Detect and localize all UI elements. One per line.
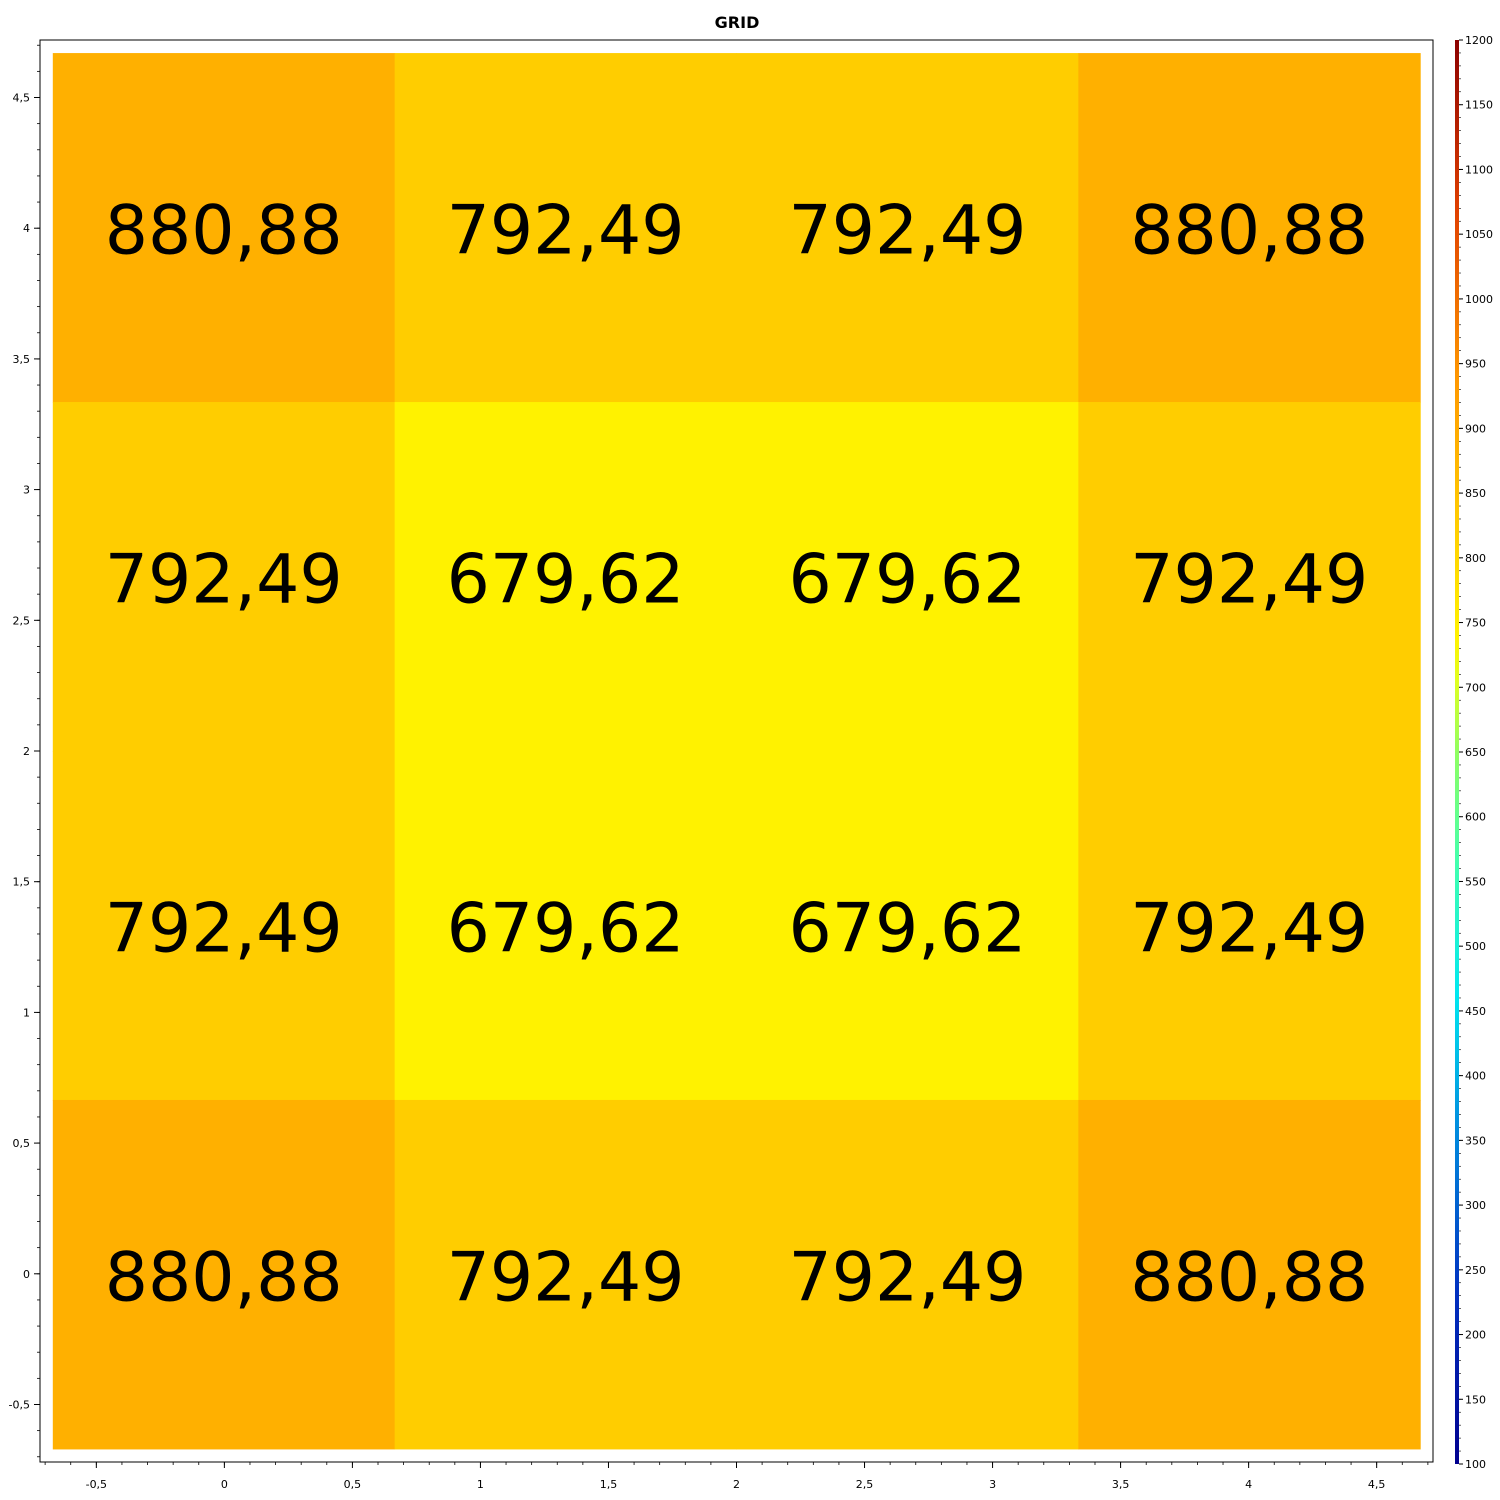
cell-value-label: 792,49 bbox=[1130, 541, 1368, 620]
cell-value-label: 679,62 bbox=[788, 541, 1026, 620]
colorbar-tick-label: 1050 bbox=[1465, 228, 1493, 241]
x-tick-label: 3 bbox=[989, 1478, 996, 1491]
cell-value-label: 679,62 bbox=[788, 889, 1026, 968]
heatmap-cell bbox=[736, 1099, 1079, 1450]
heatmap-cell bbox=[394, 53, 737, 403]
cell-labels: 880,88 792,49 792,49 880,88 792,49 679,62 679,… bbox=[105, 192, 1368, 1318]
colorbar-tick-label: 550 bbox=[1465, 875, 1486, 888]
x-tick-label: 2 bbox=[733, 1478, 740, 1491]
colorbar-tick-label: 250 bbox=[1465, 1264, 1486, 1277]
x-tick-label: 4 bbox=[1245, 1478, 1252, 1491]
colorbar-tick-label: 700 bbox=[1465, 681, 1486, 694]
heatmap-cell bbox=[736, 402, 1079, 752]
x-tick-label: 1 bbox=[477, 1478, 484, 1491]
cell-value-label: 880,88 bbox=[1130, 1238, 1368, 1317]
heatmap-cell bbox=[1078, 402, 1421, 752]
cell-value-label: 679,62 bbox=[447, 541, 685, 620]
x-tick-label: 0 bbox=[221, 1478, 228, 1491]
colorbar-tick-label: 750 bbox=[1465, 617, 1486, 630]
x-axis: -0,5 0 0,5 1 1,5 2 2,5 3 3,5 4 4,5 bbox=[44, 1462, 1429, 1491]
colorbar-tick-label: 600 bbox=[1465, 811, 1486, 824]
colorbar-tick-label: 1100 bbox=[1465, 163, 1493, 176]
colorbar-tick-label: 450 bbox=[1465, 1005, 1486, 1018]
cell-value-label: 792,49 bbox=[788, 1238, 1026, 1317]
heatmap-cell bbox=[394, 1099, 737, 1450]
heatmap-cell bbox=[1078, 751, 1421, 1101]
heatmap-cell bbox=[394, 751, 737, 1101]
heatmap-cell bbox=[1078, 53, 1421, 403]
cell-value-label: 792,49 bbox=[105, 889, 343, 968]
y-tick-label: 4,5 bbox=[13, 92, 31, 105]
heatmap-cells bbox=[52, 53, 1421, 1450]
x-tick-label: 0,5 bbox=[344, 1478, 362, 1491]
colorbar-tick-label: 650 bbox=[1465, 746, 1486, 759]
colorbar-ticks: 100 150 200 250 300 350 400 450 500 550 600 650 700 7… bbox=[1459, 34, 1493, 1471]
colorbar-tick-label: 500 bbox=[1465, 940, 1486, 953]
y-tick-label: 1 bbox=[23, 1006, 30, 1019]
heatmap-cell bbox=[52, 1099, 396, 1450]
x-tick-label: 3,5 bbox=[1112, 1478, 1130, 1491]
cell-value-label: 792,49 bbox=[788, 192, 1026, 271]
y-tick-label: 2,5 bbox=[13, 614, 31, 627]
colorbar-tick-label: 200 bbox=[1465, 1329, 1486, 1342]
y-tick-label: 2 bbox=[23, 745, 30, 758]
colorbar-tick-label: 1150 bbox=[1465, 99, 1493, 112]
cell-value-label: 880,88 bbox=[105, 1238, 343, 1317]
y-tick-label: 3 bbox=[23, 484, 30, 497]
y-tick-label: -0,5 bbox=[9, 1398, 30, 1411]
heatmap-cell bbox=[736, 751, 1079, 1101]
cell-value-label: 679,62 bbox=[447, 889, 685, 968]
colorbar-tick-label: 100 bbox=[1465, 1458, 1486, 1471]
y-tick-label: 3,5 bbox=[13, 353, 31, 366]
heatmap-cell bbox=[736, 53, 1079, 403]
y-tick-label: 1,5 bbox=[13, 876, 31, 889]
heatmap-cell bbox=[1078, 1099, 1421, 1450]
cell-value-label: 880,88 bbox=[105, 192, 343, 271]
x-tick-label: 4,5 bbox=[1368, 1478, 1386, 1491]
cell-value-label: 880,88 bbox=[1130, 192, 1368, 271]
y-tick-label: 0 bbox=[23, 1268, 30, 1281]
colorbar-tick-label: 350 bbox=[1465, 1134, 1486, 1147]
colorbar-tick-label: 1200 bbox=[1465, 34, 1493, 47]
heatmap-cell bbox=[52, 402, 396, 752]
x-tick-label: -0,5 bbox=[86, 1478, 107, 1491]
heatmap-cell bbox=[394, 402, 737, 752]
y-axis: -0,5 0 0,5 1 1,5 2 2,5 3 3,5 4 4,5 bbox=[9, 44, 40, 1458]
colorbar-tick-label: 950 bbox=[1465, 358, 1486, 371]
cell-value-label: 792,49 bbox=[1130, 889, 1368, 968]
colorbar-gradient bbox=[1455, 40, 1459, 1464]
y-tick-label: 0,5 bbox=[13, 1137, 31, 1150]
colorbar-tick-label: 150 bbox=[1465, 1393, 1486, 1406]
x-tick-label: 2,5 bbox=[856, 1478, 874, 1491]
colorbar-tick-label: 900 bbox=[1465, 422, 1486, 435]
cell-value-label: 792,49 bbox=[447, 1238, 685, 1317]
chart-title: GRID bbox=[715, 13, 760, 32]
colorbar-tick-label: 1000 bbox=[1465, 293, 1493, 306]
x-tick-label: 1,5 bbox=[600, 1478, 618, 1491]
cell-value-label: 792,49 bbox=[447, 192, 685, 271]
colorbar: 100 150 200 250 300 350 400 450 500 550 600 650 700 7… bbox=[1455, 34, 1493, 1471]
colorbar-tick-label: 850 bbox=[1465, 487, 1486, 500]
heatmap-cell bbox=[52, 53, 396, 403]
colorbar-tick-label: 400 bbox=[1465, 1070, 1486, 1083]
colorbar-tick-label: 800 bbox=[1465, 552, 1486, 565]
heatmap-cell bbox=[52, 751, 396, 1101]
cell-value-label: 792,49 bbox=[105, 541, 343, 620]
y-tick-label: 4 bbox=[23, 222, 30, 235]
colorbar-tick-label: 300 bbox=[1465, 1199, 1486, 1212]
